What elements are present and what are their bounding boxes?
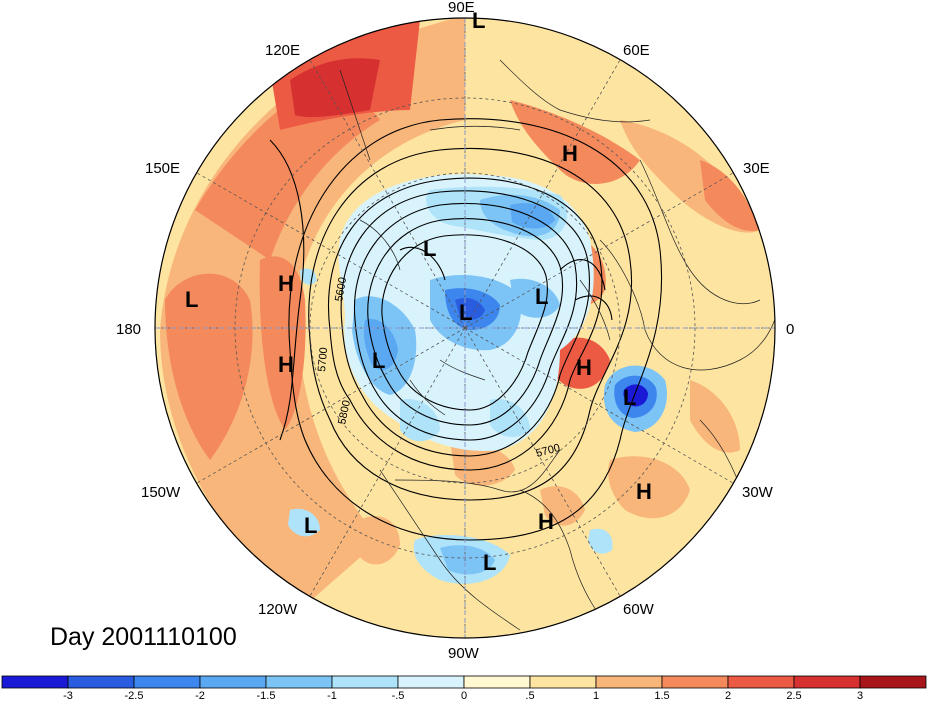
lon-label-150e: 150E [145, 160, 180, 177]
map-border [154, 17, 776, 639]
contour-label: 5700 [316, 347, 330, 372]
colorbar-tick-label: 0 [461, 690, 467, 702]
colorbar-swatch [199, 675, 267, 689]
pressure-center-label: L [472, 8, 485, 33]
colorbar-swatch [1, 675, 69, 689]
colorbar-swatch [859, 675, 927, 689]
colorbar-swatch [331, 675, 399, 689]
colorbar-swatch [793, 675, 861, 689]
colorbar-tick-label: -3 [63, 690, 73, 702]
colorbar-swatch [661, 675, 729, 689]
pressure-center-label: L [459, 300, 472, 325]
colorbar: -3 -2.5 -2 -1.5 -1 -.5 0 .5 1 1.5 2 2.5 3 [1, 675, 927, 702]
colorbar-tick-label: .5 [525, 690, 534, 702]
day-title: Day 2001110100 [50, 623, 237, 651]
colorbar-swatch [529, 675, 597, 689]
colorbar-tick-label: 2 [725, 690, 731, 702]
lon-label-150w: 150W [141, 484, 181, 501]
colorbar-tick-label: 3 [857, 690, 863, 702]
pressure-center-label: L [423, 236, 436, 261]
colorbar-tick-label: -2 [195, 690, 205, 702]
pressure-centers: L H L L L L H H L H L H H L L [185, 8, 652, 575]
colorbar-swatch [265, 675, 333, 689]
lon-label-120e: 120E [265, 42, 300, 59]
lon-label-30e: 30E [743, 160, 770, 177]
pressure-center-label: L [304, 513, 317, 538]
pressure-center-label: H [636, 479, 652, 504]
coastlines [339, 59, 775, 638]
contour-label: 5800 [336, 399, 353, 425]
lon-label-120w: 120W [258, 601, 298, 618]
colorbar-tick-label: 2.5 [786, 690, 801, 702]
anomaly-field [155, 18, 775, 638]
lon-label-30w: 30W [742, 484, 774, 501]
colorbar-tick-label: -2.5 [125, 690, 144, 702]
lon-label-90w: 90W [448, 645, 480, 662]
colorbar-tick-label: -1 [327, 690, 337, 702]
height-contours [269, 118, 663, 541]
colorbar-swatch [727, 675, 795, 689]
pressure-center-label: L [535, 284, 548, 309]
contour-label: 5600 [333, 276, 349, 302]
pressure-center-label: L [372, 348, 385, 373]
lon-label-60w: 60W [623, 601, 655, 618]
pressure-center-label: L [185, 287, 198, 312]
pressure-center-label: H [538, 509, 554, 534]
colorbar-swatch [397, 675, 465, 689]
colorbar-tick-label: 1.5 [654, 690, 669, 702]
lon-label-90e: 90E [448, 0, 475, 16]
pressure-center-label: H [576, 355, 592, 380]
colorbar-swatch [67, 675, 135, 689]
colorbar-swatch [595, 675, 663, 689]
colorbar-tick-label: -1.5 [257, 690, 276, 702]
pressure-center-label: H [562, 141, 578, 166]
lon-label-180: 180 [116, 321, 141, 338]
colorbar-tick-label: -.5 [392, 690, 405, 702]
pressure-center-label: H [278, 352, 294, 377]
lon-label-0: 0 [786, 321, 794, 338]
colorbar-swatch [463, 675, 531, 689]
pressure-center-label: L [483, 550, 496, 575]
pressure-center-label: H [278, 271, 294, 296]
pressure-center-label: L [623, 385, 636, 410]
longitude-labels: 90E 60E 30E 0 30W 60W 90W 120W 150W 180 … [116, 0, 794, 662]
colorbar-tick-label: 1 [593, 690, 599, 702]
lon-label-60e: 60E [623, 42, 650, 59]
colorbar-swatch [133, 675, 201, 689]
